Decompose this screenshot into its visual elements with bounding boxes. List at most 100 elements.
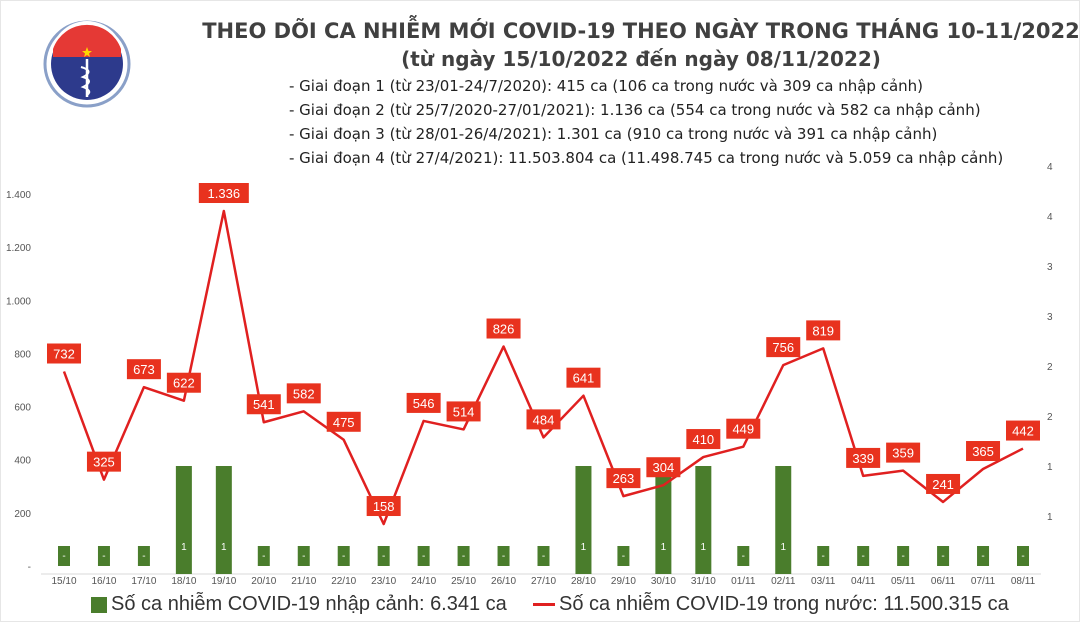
x-axis-tick: 22/10 (331, 576, 356, 587)
x-axis-tick: 20/10 (251, 576, 276, 587)
bar (175, 466, 192, 574)
line-data-label: 304 (653, 460, 675, 475)
bar (97, 546, 110, 566)
line-data-label: 732 (53, 346, 75, 361)
line-data-label-box (926, 473, 961, 494)
x-axis-tick: 18/10 (171, 576, 196, 587)
line-data-label: 622 (173, 376, 195, 391)
bar (937, 546, 950, 566)
bar-data-label: - (981, 551, 984, 562)
bar (137, 546, 150, 566)
bar (215, 466, 232, 574)
bar-data-label: - (1021, 551, 1024, 562)
bar-data-label: - (142, 551, 145, 562)
right-axis-tick: 4 (1047, 162, 1053, 173)
bar (257, 546, 270, 566)
x-axis-tick: 27/10 (531, 576, 556, 587)
right-axis-tick: 4 (1047, 212, 1053, 223)
bar-data-label: - (422, 551, 425, 562)
legend-swatch-line (533, 603, 555, 606)
bar-data-label: 1 (581, 542, 587, 553)
x-axis-tick: 23/10 (371, 576, 396, 587)
line-data-label-box (606, 468, 641, 489)
bar (655, 466, 672, 574)
bar (737, 546, 750, 566)
line-data-label-box (326, 411, 361, 432)
right-axis-tick: 1 (1047, 462, 1053, 473)
line-data-label-box (566, 367, 601, 388)
line-data-label: 1.336 (208, 186, 241, 201)
x-axis-tick: 07/11 (971, 576, 996, 587)
bar-data-label: 1 (181, 542, 187, 553)
line-data-label-box (886, 442, 921, 463)
line-data-label-box (646, 457, 681, 478)
line-data-label: 241 (932, 477, 954, 492)
bar-data-label: - (462, 551, 465, 562)
right-axis-tick: 1 (1047, 512, 1053, 523)
bar (537, 546, 550, 566)
bar-data-label: - (302, 551, 305, 562)
line-data-label: 826 (493, 322, 515, 337)
x-axis-tick: 08/11 (1011, 576, 1036, 587)
ministry-of-health-logo (43, 20, 131, 108)
line-data-label: 325 (93, 455, 115, 470)
bar (417, 546, 430, 566)
right-axis-tick: 2 (1047, 362, 1053, 373)
bar (617, 546, 630, 566)
line-data-label: 442 (1012, 424, 1034, 439)
line-data-label-box (47, 343, 81, 364)
line-data-label-box (846, 447, 881, 468)
bar-data-label: - (901, 551, 904, 562)
right-axis-tick: 3 (1047, 312, 1053, 323)
x-axis-tick: 04/11 (851, 576, 876, 587)
line-data-label: 410 (692, 432, 714, 447)
line-data-label: 673 (133, 362, 155, 377)
bar (775, 466, 792, 574)
line-data-label: 514 (453, 404, 475, 419)
line-data-label-box (526, 409, 561, 430)
x-axis-tick: 15/10 (51, 576, 76, 587)
line-data-label-box (486, 318, 521, 339)
line-data-label-box (806, 320, 841, 341)
x-axis-tick: 17/10 (131, 576, 156, 587)
bar-data-label: 1 (661, 542, 667, 553)
line-data-label: 484 (533, 412, 555, 427)
bar (337, 546, 350, 566)
legend-label-imported: Số ca nhiễm COVID-19 nhập cảnh: 6.341 ca (111, 593, 507, 615)
line-series-domestic (62, 209, 1024, 526)
line-data-label-box (1006, 420, 1040, 441)
line-data-label: 546 (413, 396, 435, 411)
bar-data-label: - (102, 551, 105, 562)
bar (58, 546, 70, 566)
bar-data-label: - (941, 551, 944, 562)
line-data-label-box (726, 418, 761, 439)
line-data-label: 339 (852, 451, 874, 466)
right-axis-tick: 3 (1047, 262, 1053, 273)
left-axis-tick: - (28, 562, 31, 573)
x-axis-tick: 26/10 (491, 576, 516, 587)
bar-data-label: - (502, 551, 505, 562)
x-axis-tick: 29/10 (611, 576, 636, 587)
line-data-label-box (126, 359, 161, 380)
legend-label-domestic: Số ca nhiễm COVID-19 trong nước: 11.500.… (559, 593, 1009, 615)
bar-data-label: - (382, 551, 385, 562)
x-axis-tick: 31/10 (691, 576, 716, 587)
bar (457, 546, 470, 566)
bar-data-label: 1 (780, 542, 786, 553)
line-data-label-box (366, 496, 401, 517)
note-phase-3: - Giai đoạn 3 (từ 28/01-26/4/2021): 1.30… (289, 125, 938, 143)
x-axis-tick: 06/11 (931, 576, 956, 587)
line-data-label: 365 (972, 444, 994, 459)
line-data-label: 263 (613, 471, 635, 486)
line-data-label-box (966, 441, 1001, 462)
chart-subtitle: (từ ngày 15/10/2022 đến ngày 08/11/2022) (401, 47, 881, 71)
bar-data-label: - (822, 551, 825, 562)
left-axis-tick: 400 (14, 456, 31, 467)
x-axis-tick: 19/10 (211, 576, 236, 587)
left-axis-tick: 600 (14, 403, 31, 414)
bar (297, 546, 310, 566)
x-axis-tick: 28/10 (571, 576, 596, 587)
note-phase-4: - Giai đoạn 4 (từ 27/4/2021): 11.503.804… (289, 149, 1004, 167)
